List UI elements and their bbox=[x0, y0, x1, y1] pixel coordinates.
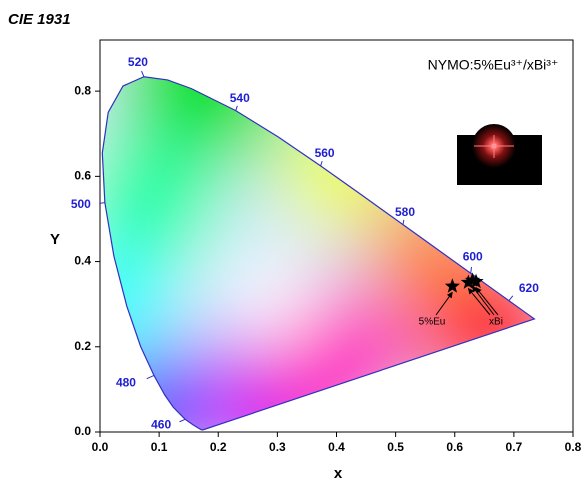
y-tick-label: 0.2 bbox=[74, 339, 91, 353]
annotation: NYMO:5%Eu³⁺/xBi³⁺ bbox=[428, 57, 559, 73]
x-tick-label: 0.3 bbox=[269, 440, 286, 454]
wavelength-label: 540 bbox=[230, 91, 250, 105]
x-tick-label: 0.2 bbox=[210, 440, 227, 454]
y-tick-label: 0.8 bbox=[74, 83, 91, 97]
x-tick-label: 0.6 bbox=[446, 440, 463, 454]
x-tick-label: 0.8 bbox=[565, 440, 582, 454]
arrow bbox=[475, 287, 499, 316]
y-tick-label: 0.4 bbox=[74, 254, 91, 268]
point bbox=[468, 273, 484, 289]
point-label: 5%Eu bbox=[419, 317, 446, 328]
wavelength-label: 500 bbox=[71, 197, 91, 211]
y-axis-label: Y bbox=[50, 231, 60, 248]
wavelength-tick bbox=[141, 70, 145, 77]
wavelength-tick bbox=[179, 418, 186, 423]
wavelength-tick bbox=[146, 375, 155, 380]
wavelength-label: 460 bbox=[151, 418, 171, 432]
x-tick-label: 0.1 bbox=[151, 440, 168, 454]
wavelength-label: 560 bbox=[315, 146, 335, 160]
x-tick-label: 0.5 bbox=[387, 440, 404, 454]
wavelength-tick bbox=[99, 202, 105, 204]
x-tick-label: 0.4 bbox=[328, 440, 345, 454]
blend-spot bbox=[225, 255, 315, 345]
wavelength-tick bbox=[320, 160, 323, 167]
point bbox=[444, 278, 460, 293]
chart-title: CIE 1931 bbox=[8, 11, 71, 28]
point bbox=[460, 274, 476, 289]
x-axis-label: x bbox=[334, 465, 343, 482]
blend-spot bbox=[280, 110, 400, 230]
wavelength-label: 600 bbox=[463, 249, 483, 263]
wavelength-tick bbox=[508, 295, 514, 301]
blend-spot bbox=[102, 130, 220, 270]
wavelength-tick bbox=[470, 266, 473, 274]
wavelength-label: 520 bbox=[128, 55, 148, 69]
arrow bbox=[467, 287, 491, 316]
y-tick-label: 0.0 bbox=[74, 424, 91, 438]
y-tick-label: 0.6 bbox=[74, 169, 91, 183]
x-tick-label: 0.7 bbox=[506, 440, 523, 454]
arrow bbox=[435, 291, 453, 316]
wavelength-label: 620 bbox=[519, 281, 539, 295]
wavelength-label: 480 bbox=[116, 376, 136, 390]
wavelength-tick bbox=[402, 219, 405, 225]
blend-spot bbox=[102, 240, 175, 360]
wavelength-tick bbox=[235, 105, 238, 111]
point-label: xBi bbox=[489, 317, 503, 328]
spectral-locus bbox=[101, 76, 536, 431]
wavelength-label: 580 bbox=[395, 205, 415, 219]
x-tick-label: 0.0 bbox=[92, 440, 109, 454]
